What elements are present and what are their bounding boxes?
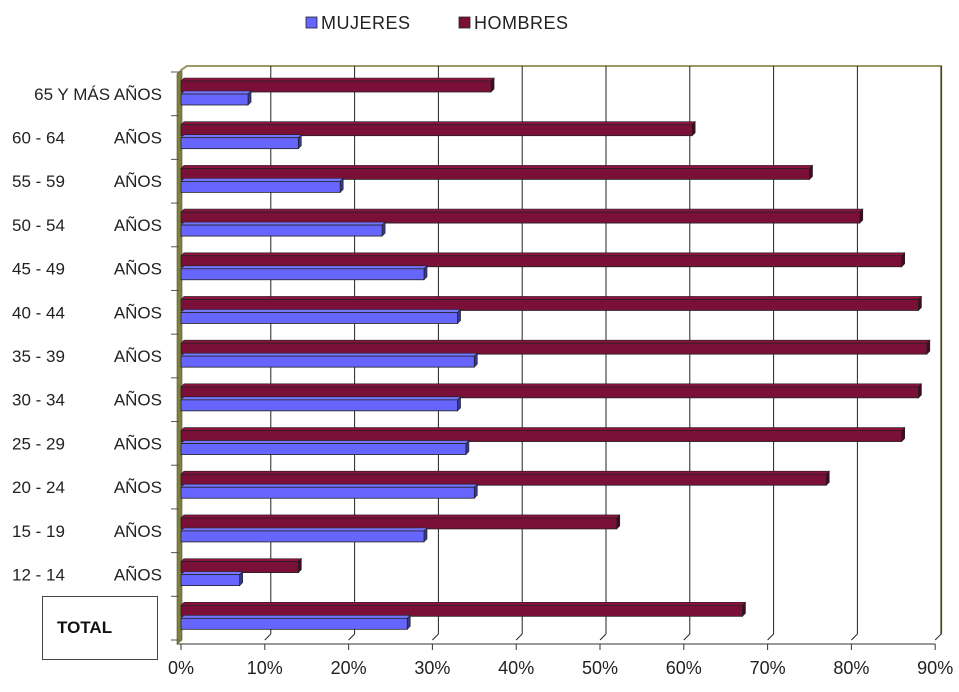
bar-hombres — [180, 601, 747, 618]
gridline-foot — [348, 633, 355, 641]
bar-mujeres — [180, 352, 479, 368]
gridline-foot — [432, 633, 439, 641]
total-label-box: TOTAL — [42, 596, 158, 660]
category-labels: 65 Y MÁS AÑOS 60 - 64 AÑOS 55 - 59 AÑOS 50 - … — [12, 85, 162, 585]
category-label-unit: AÑOS — [114, 347, 162, 366]
bar-mujeres — [180, 265, 428, 281]
bar-mujeres — [180, 177, 344, 194]
x-tick-label: 40% — [498, 658, 534, 678]
category-label-range: 55 - 59 — [12, 172, 65, 191]
bar-mujeres — [180, 308, 462, 325]
x-axis-tick-labels: 0% 10% 20% 30% 40% 50% 60% 70% 80% 90% — [168, 644, 953, 678]
category-label-range: 35 - 39 — [12, 347, 65, 366]
gridline-foot — [934, 633, 942, 641]
bar-hombres — [180, 208, 864, 224]
legend-swatch — [305, 16, 318, 29]
category-label-unit: AÑOS — [114, 260, 162, 279]
category-label-range: 12 - 14 — [12, 565, 65, 584]
category-label-unit: AÑOS — [114, 303, 162, 322]
bar-hombres — [180, 120, 696, 137]
legend-swatch — [458, 16, 471, 29]
bar-hombres — [180, 164, 814, 181]
category-label-unit: AÑOS — [114, 391, 162, 410]
category-label-unit: AÑOS — [114, 522, 162, 541]
x-tick-label: 50% — [582, 658, 618, 678]
category-label-range: 25 - 29 — [12, 434, 65, 453]
category-label-range: 60 - 64 — [12, 129, 65, 148]
category-label-unit: AÑOS — [114, 172, 162, 191]
category-label-range: 30 - 34 — [12, 391, 65, 410]
x-tick-label: 90% — [917, 658, 953, 678]
bar-mujeres — [180, 614, 411, 631]
legend-label: HOMBRES — [474, 13, 569, 33]
total-label: TOTAL — [57, 618, 113, 637]
x-tick-label: 0% — [168, 658, 194, 678]
gridline-foot — [683, 633, 691, 641]
category-label-range: 15 - 19 — [12, 522, 65, 541]
bar-hombres — [180, 514, 621, 530]
bar-hombres — [180, 426, 906, 443]
bar-mujeres — [180, 570, 244, 587]
bar-mujeres — [180, 483, 479, 499]
bar-hombres — [180, 383, 923, 399]
x-tick-label: 30% — [414, 658, 450, 678]
category-label: 65 Y MÁS AÑOS — [34, 85, 162, 104]
category-label-unit: AÑOS — [114, 216, 162, 235]
category-label-unit: AÑOS — [114, 129, 162, 148]
bar-mujeres — [180, 90, 252, 106]
gridline-foot — [851, 633, 858, 641]
bar-hombres — [180, 295, 923, 312]
x-tick-label: 70% — [750, 658, 786, 678]
gridline-foot — [515, 633, 523, 641]
bar-mujeres — [180, 527, 428, 543]
bar-hombres — [180, 557, 303, 574]
legend-item: HOMBRES — [458, 13, 569, 33]
category-label-range: 45 - 49 — [12, 260, 65, 279]
legend-item: MUJERES — [305, 13, 411, 33]
category-label-unit: AÑOS — [114, 565, 162, 584]
category-label-range: 50 - 54 — [12, 216, 65, 235]
bar-hombres — [180, 77, 495, 93]
category-label-unit: AÑOS — [114, 434, 162, 453]
bar-mujeres — [180, 133, 303, 150]
gridline-foot — [264, 633, 272, 641]
x-tick-label: 20% — [331, 658, 367, 678]
chart-legend: MUJERES HOMBRES — [305, 13, 569, 33]
x-tick-label: 80% — [833, 658, 869, 678]
bar-hombres — [180, 339, 931, 355]
bar-hombres — [180, 470, 830, 486]
category-label-unit: AÑOS — [114, 478, 162, 497]
gridline-foot — [767, 633, 774, 641]
bar-mujeres — [180, 396, 462, 412]
bars — [180, 77, 931, 631]
x-tick-label: 10% — [247, 658, 283, 678]
category-label-range: 20 - 24 — [12, 478, 65, 497]
category-label-range: 40 - 44 — [12, 303, 65, 322]
bar-mujeres — [180, 221, 386, 237]
bar-hombres — [180, 252, 906, 268]
legend-label: MUJERES — [321, 13, 411, 33]
bar-mujeres — [180, 439, 470, 456]
gridline-foot — [599, 633, 607, 641]
x-tick-label: 60% — [666, 658, 702, 678]
